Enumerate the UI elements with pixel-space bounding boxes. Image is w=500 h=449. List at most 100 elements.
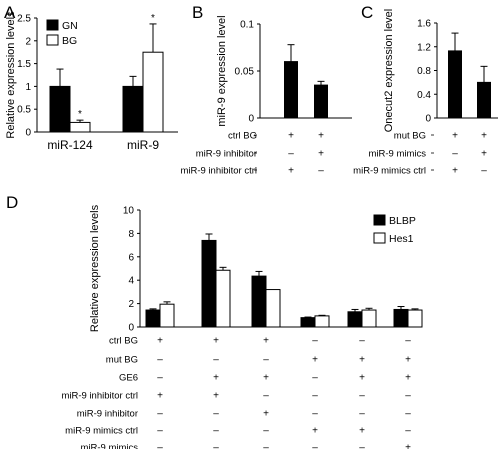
- bar: [393, 308, 409, 328]
- condition-sign: +: [318, 149, 324, 160]
- significance-star: *: [151, 13, 155, 24]
- bar: [477, 81, 491, 119]
- condition-sign: –: [263, 355, 269, 366]
- condition-sign: +: [157, 336, 163, 347]
- condition-sign: –: [263, 391, 269, 402]
- bar: [69, 121, 91, 133]
- legend-swatch: [46, 34, 59, 46]
- y-axis-label: miR-9 expression level: [216, 15, 228, 126]
- condition-sign: –: [213, 355, 219, 366]
- condition-sign: –: [405, 426, 411, 437]
- legend-label: GN: [62, 20, 78, 32]
- condition-label: ctrl BG: [109, 336, 138, 347]
- y-tick-label: 0.8: [417, 66, 431, 77]
- bar: [159, 303, 175, 328]
- y-tick-label: 0.4: [417, 90, 431, 101]
- condition-sign: –: [481, 166, 487, 177]
- y-tick-label: 10: [123, 206, 135, 217]
- y-axis-label: Onecut2 expression level: [383, 9, 395, 133]
- condition-sign: –: [359, 409, 365, 420]
- condition-label: mut BG: [394, 131, 426, 142]
- condition-sign: –: [359, 391, 365, 402]
- condition-sign: –: [157, 355, 163, 366]
- condition-sign: +: [157, 391, 163, 402]
- condition-label: miR-9 mimics ctrl: [65, 426, 138, 437]
- bar: [265, 289, 281, 328]
- y-axis-label: Relative expression levels: [5, 11, 17, 139]
- condition-sign: +: [405, 443, 411, 449]
- condition-sign: +: [359, 426, 365, 437]
- condition-sign: –: [405, 391, 411, 402]
- condition-label: miR-9 inhibitor ctrl: [61, 391, 138, 402]
- bar: [300, 317, 316, 328]
- y-tick-label: 0.1: [240, 20, 254, 31]
- condition-sign: –: [312, 373, 318, 384]
- condition-sign: –: [213, 443, 219, 449]
- legend-swatch: [373, 232, 386, 244]
- bar: [49, 85, 71, 133]
- y-tick-label: 1.5: [17, 59, 31, 70]
- y-tick-label: 4: [128, 276, 134, 287]
- condition-sign: +: [452, 166, 458, 177]
- legend-swatch: [373, 214, 386, 226]
- condition-sign: +: [288, 131, 294, 142]
- y-tick-label: 1: [25, 82, 31, 93]
- y-tick-label: 0.05: [235, 67, 255, 78]
- legend-label: BLBP: [389, 215, 416, 227]
- condition-sign: +: [359, 355, 365, 366]
- condition-sign: –: [213, 426, 219, 437]
- condition-sign: +: [312, 355, 318, 366]
- condition-label: miR-9 inhibitor: [196, 149, 257, 160]
- panel-letter-c: C: [361, 3, 373, 22]
- condition-sign: +: [213, 373, 219, 384]
- condition-label: miR-9 mimics: [80, 443, 138, 449]
- condition-sign: +: [452, 131, 458, 142]
- y-tick-label: 2: [128, 299, 134, 310]
- condition-sign: +: [213, 336, 219, 347]
- bar: [448, 50, 462, 119]
- y-tick-label: 2.5: [17, 14, 31, 25]
- y-tick-label: 6: [128, 252, 134, 263]
- bar: [407, 309, 423, 328]
- condition-sign: –: [318, 166, 324, 177]
- bar: [314, 315, 330, 328]
- condition-sign: –: [263, 443, 269, 449]
- condition-sign: +: [288, 166, 294, 177]
- condition-label: mut BG: [106, 355, 138, 366]
- condition-sign: –: [263, 426, 269, 437]
- condition-label: miR-9 inhibitor ctrl: [180, 166, 257, 177]
- bar: [284, 61, 298, 119]
- condition-label: GE6: [119, 373, 138, 384]
- bar: [361, 309, 377, 328]
- condition-sign: +: [263, 409, 269, 420]
- condition-sign: –: [405, 336, 411, 347]
- legend-label: BG: [62, 35, 77, 47]
- panel-letter-a: A: [4, 3, 16, 22]
- condition-sign: –: [405, 409, 411, 420]
- panel-letter-b: B: [192, 3, 203, 22]
- condition-sign: –: [157, 373, 163, 384]
- y-tick-label: 0.5: [17, 105, 31, 116]
- condition-sign: +: [405, 373, 411, 384]
- x-category-label: miR-9: [127, 138, 159, 152]
- condition-sign: +: [312, 426, 318, 437]
- bar: [145, 309, 161, 328]
- condition-sign: –: [359, 336, 365, 347]
- y-tick-label: 1.6: [417, 19, 431, 30]
- condition-sign: –: [312, 409, 318, 420]
- condition-sign: –: [157, 409, 163, 420]
- y-tick-label: 0: [425, 114, 431, 125]
- legend-label: Hes1: [389, 233, 414, 245]
- condition-label: miR-9 mimics: [368, 149, 426, 160]
- condition-sign: –: [312, 336, 318, 347]
- condition-label: miR-9 inhibitor: [77, 409, 138, 420]
- condition-sign: +: [405, 355, 411, 366]
- condition-sign: –: [157, 426, 163, 437]
- condition-sign: +: [481, 131, 487, 142]
- y-tick-label: 1.2: [417, 42, 431, 53]
- condition-sign: +: [318, 131, 324, 142]
- condition-label: ctrl BG: [228, 131, 257, 142]
- condition-sign: –: [312, 443, 318, 449]
- y-axis-label: Relative expression levels: [89, 204, 101, 332]
